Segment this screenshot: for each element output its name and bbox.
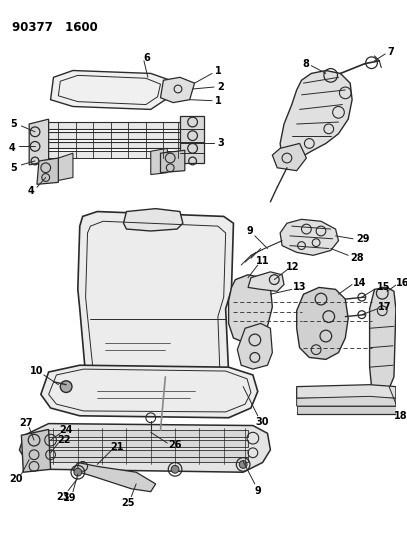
Text: 15: 15 xyxy=(376,282,390,293)
Text: 4: 4 xyxy=(28,186,35,196)
Text: 16: 16 xyxy=(396,278,407,287)
Text: 25: 25 xyxy=(122,498,135,508)
Text: 9: 9 xyxy=(247,226,253,236)
Text: 5: 5 xyxy=(10,119,17,129)
Polygon shape xyxy=(280,219,339,255)
Polygon shape xyxy=(272,143,306,171)
Polygon shape xyxy=(20,424,270,472)
Polygon shape xyxy=(280,70,352,165)
Polygon shape xyxy=(29,119,48,165)
Text: 27: 27 xyxy=(20,418,33,427)
Text: 3: 3 xyxy=(217,139,224,149)
Polygon shape xyxy=(50,70,170,109)
Polygon shape xyxy=(47,151,180,158)
Text: 12: 12 xyxy=(286,262,300,272)
Text: 28: 28 xyxy=(350,253,364,263)
Polygon shape xyxy=(22,430,50,472)
Polygon shape xyxy=(297,385,396,398)
Text: 1: 1 xyxy=(214,67,221,76)
Polygon shape xyxy=(248,272,284,292)
Polygon shape xyxy=(47,122,180,129)
Polygon shape xyxy=(297,287,348,359)
Polygon shape xyxy=(160,150,185,173)
Text: 9: 9 xyxy=(254,486,261,496)
Polygon shape xyxy=(47,142,180,148)
Polygon shape xyxy=(297,397,396,406)
Polygon shape xyxy=(58,153,73,180)
Text: 4: 4 xyxy=(8,143,15,154)
Text: 30: 30 xyxy=(256,417,269,426)
Text: 22: 22 xyxy=(57,435,71,445)
Text: 11: 11 xyxy=(256,256,269,266)
Text: 24: 24 xyxy=(59,425,73,435)
Polygon shape xyxy=(47,440,248,447)
Circle shape xyxy=(239,461,247,469)
Polygon shape xyxy=(41,365,258,418)
Circle shape xyxy=(74,469,82,476)
Text: 2: 2 xyxy=(217,82,224,92)
Polygon shape xyxy=(47,457,248,463)
Text: 13: 13 xyxy=(293,282,306,293)
Polygon shape xyxy=(78,212,234,386)
Text: 26: 26 xyxy=(168,440,182,450)
Text: 18: 18 xyxy=(394,411,407,421)
Text: 14: 14 xyxy=(353,278,367,287)
Polygon shape xyxy=(180,116,204,163)
Polygon shape xyxy=(151,148,167,175)
Text: 17: 17 xyxy=(379,302,392,312)
Text: 20: 20 xyxy=(9,474,22,484)
Polygon shape xyxy=(47,430,248,437)
Polygon shape xyxy=(297,406,396,414)
Polygon shape xyxy=(160,77,195,103)
Circle shape xyxy=(60,381,72,392)
Text: 19: 19 xyxy=(63,494,77,504)
Polygon shape xyxy=(237,324,272,369)
Polygon shape xyxy=(124,208,183,231)
Polygon shape xyxy=(47,450,248,457)
Polygon shape xyxy=(73,463,155,491)
Text: 29: 29 xyxy=(356,234,370,244)
Polygon shape xyxy=(37,158,58,184)
Text: 6: 6 xyxy=(144,53,150,63)
Text: 90377   1600: 90377 1600 xyxy=(12,21,97,34)
Polygon shape xyxy=(47,132,180,139)
Text: 5: 5 xyxy=(10,163,17,173)
Text: 8: 8 xyxy=(302,59,309,69)
Polygon shape xyxy=(229,275,272,343)
Text: 21: 21 xyxy=(110,442,123,452)
Text: 10: 10 xyxy=(30,366,44,376)
Text: 7: 7 xyxy=(387,47,394,57)
Polygon shape xyxy=(370,287,396,391)
Text: 1: 1 xyxy=(214,95,221,106)
Text: 23: 23 xyxy=(57,491,70,502)
Circle shape xyxy=(171,465,179,473)
